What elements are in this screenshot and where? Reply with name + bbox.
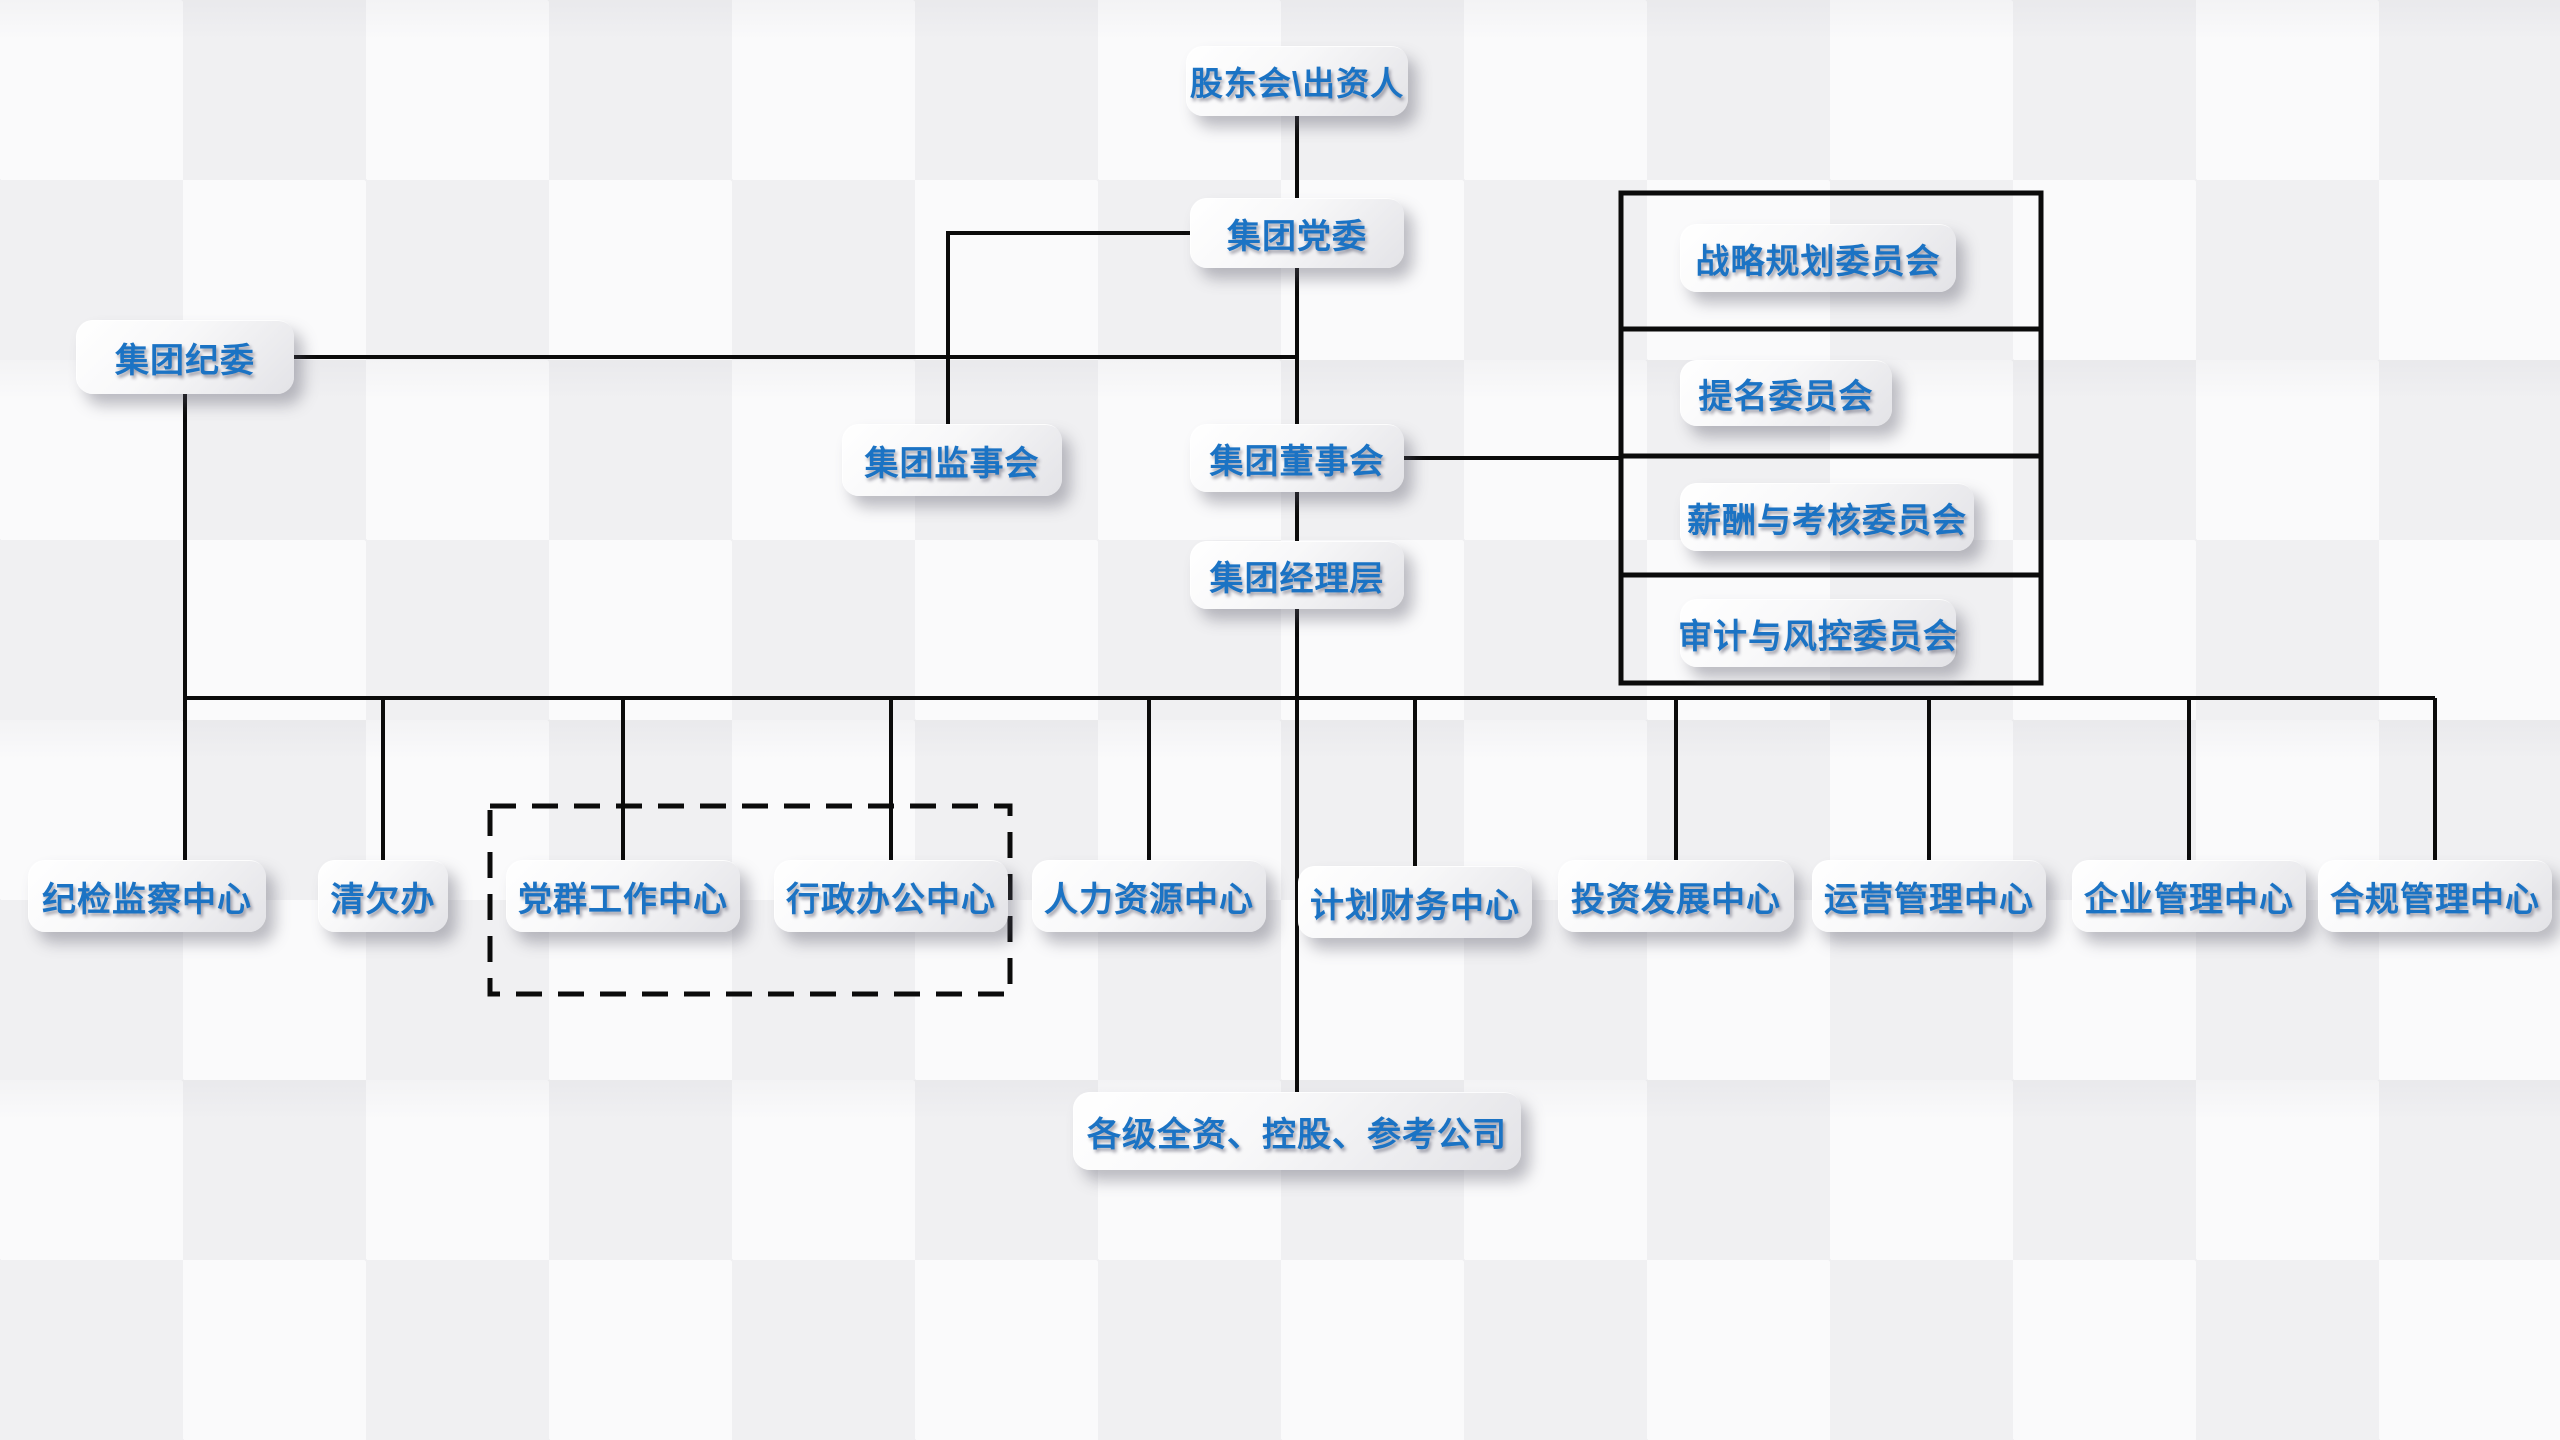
node-compensation-appraisal-committee: 薪酬与考核委员会 <box>1680 483 1974 551</box>
node-party-committee: 集团党委 <box>1190 198 1404 268</box>
node-discipline-inspection-center: 纪检监察中心 <box>28 860 266 932</box>
node-discipline-committee: 集团纪委 <box>76 320 294 394</box>
node-board-of-directors: 集团董事会 <box>1190 424 1404 492</box>
node-subsidiaries: 各级全资、控股、参考公司 <box>1073 1092 1521 1170</box>
node-planning-finance-center: 计划财务中心 <box>1298 866 1532 938</box>
node-operations-management-center: 运营管理中心 <box>1812 860 2046 932</box>
committee-panel-frame <box>1618 190 2044 686</box>
node-enterprise-management-center: 企业管理中心 <box>2072 860 2306 932</box>
node-administrative-office-center: 行政办公中心 <box>774 860 1008 932</box>
node-strategic-planning-committee: 战略规划委员会 <box>1680 224 1956 292</box>
line-party-supervisory <box>946 231 1190 424</box>
node-management-team: 集团经理层 <box>1190 541 1404 609</box>
node-audit-risk-control-committee: 审计与风控委员会 <box>1678 599 1957 667</box>
node-supervisory-board: 集团监事会 <box>842 424 1062 496</box>
node-debt-clearing-office: 清欠办 <box>318 860 448 932</box>
dashed-group-frame <box>487 803 1013 997</box>
node-compliance-management-center: 合规管理中心 <box>2318 860 2552 932</box>
node-nomination-committee: 提名委员会 <box>1680 360 1892 426</box>
node-investment-development-center: 投资发展中心 <box>1558 860 1794 932</box>
node-shareholders: 股东会\出资人 <box>1186 46 1408 116</box>
node-party-mass-work-center: 党群工作中心 <box>506 860 740 932</box>
node-human-resources-center: 人力资源中心 <box>1032 860 1266 932</box>
